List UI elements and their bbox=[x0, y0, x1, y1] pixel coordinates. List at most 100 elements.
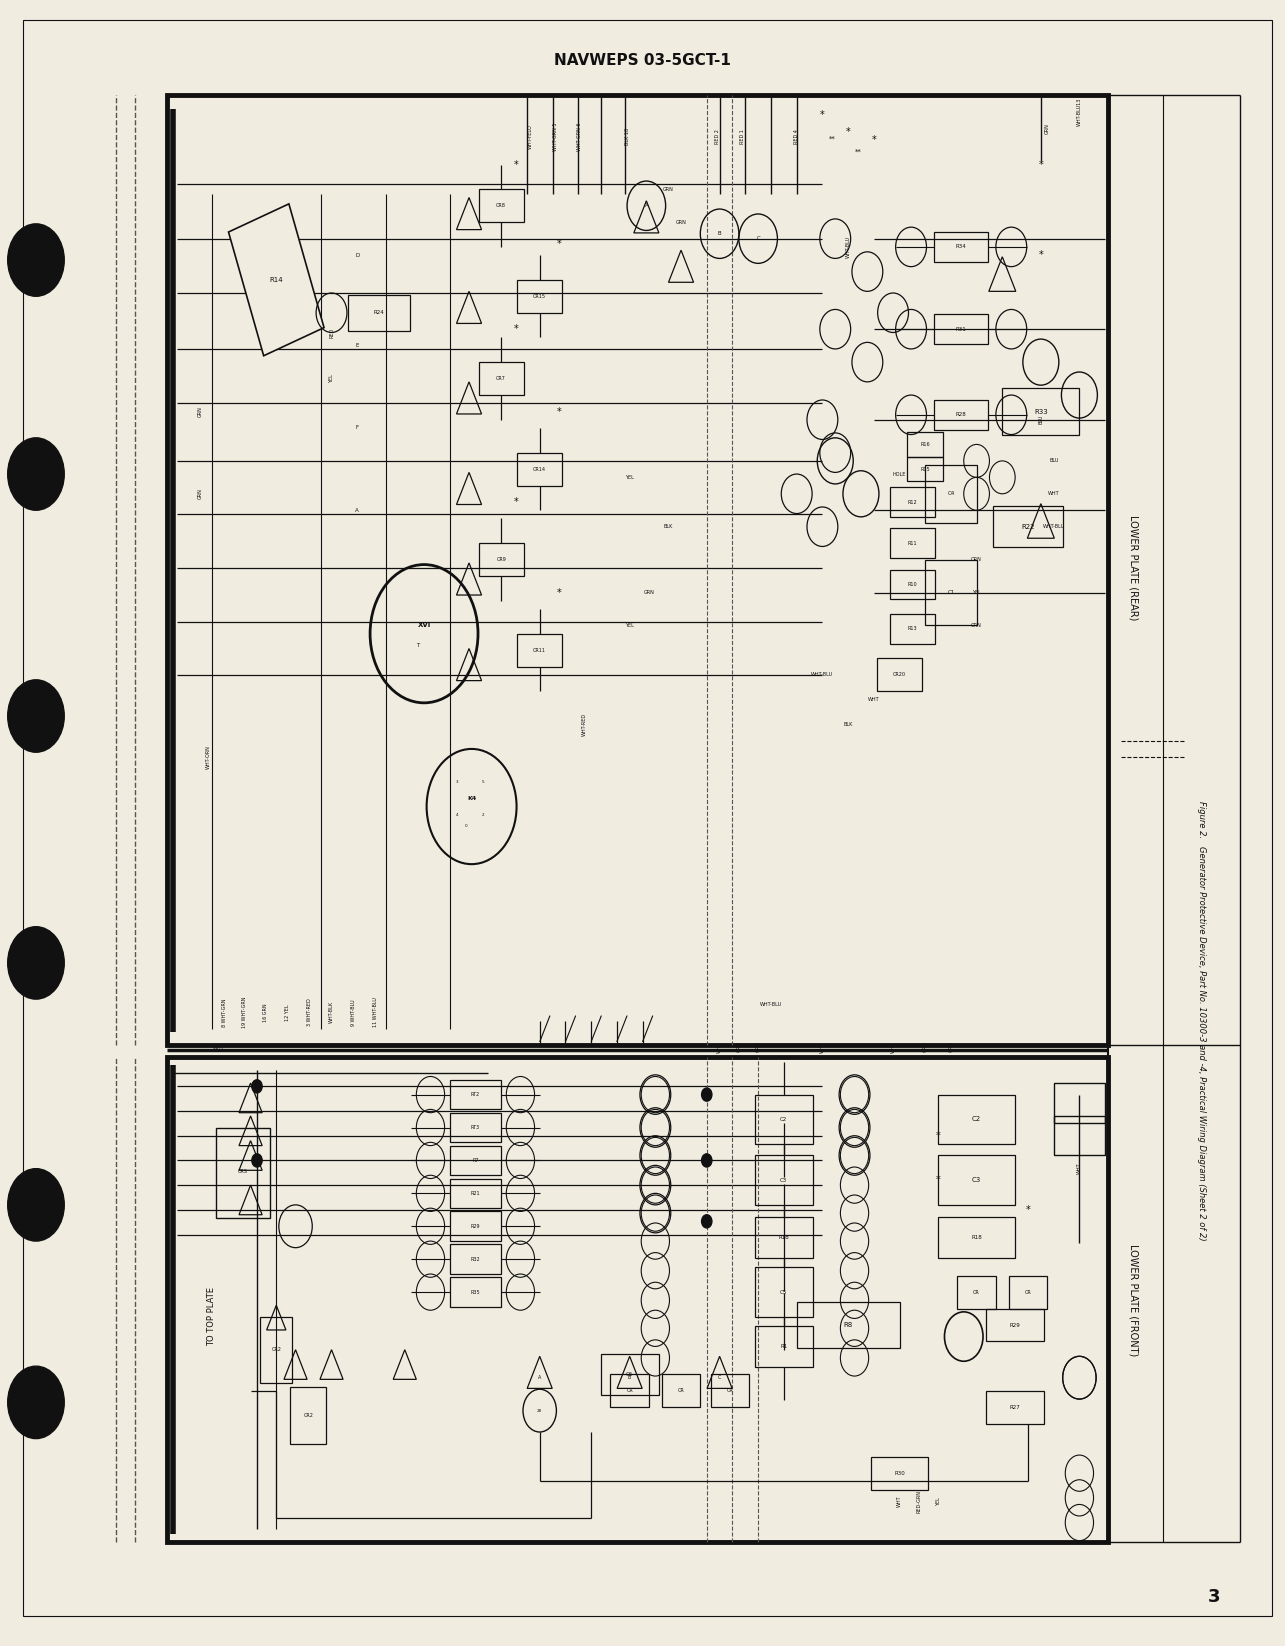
Text: F: F bbox=[356, 425, 359, 431]
Text: R32: R32 bbox=[470, 1256, 481, 1262]
Text: RED 1: RED 1 bbox=[740, 128, 745, 145]
Text: CR20: CR20 bbox=[893, 672, 906, 678]
Text: GRN: GRN bbox=[676, 219, 686, 226]
Text: 3: 3 bbox=[1208, 1588, 1221, 1605]
Text: CR8: CR8 bbox=[496, 202, 506, 209]
Bar bbox=[348, 295, 410, 331]
Text: 3: 3 bbox=[456, 780, 459, 783]
Text: CR7: CR7 bbox=[496, 375, 506, 382]
Text: CR: CR bbox=[973, 1289, 980, 1295]
Text: CR: CR bbox=[677, 1388, 685, 1394]
Text: *: * bbox=[820, 110, 825, 120]
Text: GRN: GRN bbox=[971, 622, 982, 629]
Text: R1: R1 bbox=[780, 1343, 788, 1350]
Text: GRN: GRN bbox=[923, 1042, 928, 1052]
Circle shape bbox=[702, 1154, 712, 1167]
Text: GRN: GRN bbox=[198, 407, 203, 416]
Text: CR2: CR2 bbox=[271, 1346, 281, 1353]
Text: R12: R12 bbox=[907, 499, 917, 505]
Text: *: * bbox=[556, 588, 562, 597]
Text: BLK: BLK bbox=[843, 721, 853, 728]
Text: R21: R21 bbox=[470, 1190, 481, 1197]
Bar bbox=[756, 1218, 813, 1259]
Bar bbox=[517, 634, 563, 667]
Text: GRN: GRN bbox=[736, 1042, 741, 1052]
Text: R28: R28 bbox=[956, 412, 966, 418]
Text: R10: R10 bbox=[907, 581, 917, 588]
Text: A: A bbox=[538, 1374, 541, 1381]
Text: C: C bbox=[718, 1374, 721, 1381]
Circle shape bbox=[702, 1088, 712, 1101]
Bar bbox=[229, 204, 324, 356]
Bar bbox=[934, 232, 988, 262]
Bar bbox=[938, 1155, 1015, 1205]
Bar bbox=[600, 1353, 658, 1396]
Text: WHT: WHT bbox=[891, 1040, 896, 1053]
Text: GRN: GRN bbox=[663, 186, 673, 193]
Text: XVI: XVI bbox=[418, 622, 430, 629]
Text: GRN: GRN bbox=[644, 589, 654, 596]
Text: C1: C1 bbox=[947, 589, 955, 596]
Bar bbox=[216, 1128, 270, 1218]
Text: R18: R18 bbox=[779, 1234, 789, 1241]
Bar bbox=[889, 528, 935, 558]
Bar bbox=[450, 1080, 501, 1109]
Bar bbox=[517, 453, 563, 486]
Text: WHT-YELO: WHT-YELO bbox=[528, 123, 533, 150]
Bar bbox=[871, 1457, 928, 1490]
Text: LOWER PLATE (REAR): LOWER PLATE (REAR) bbox=[1128, 515, 1139, 621]
Text: 9 WHT-BLU: 9 WHT-BLU bbox=[351, 999, 356, 1025]
Bar bbox=[993, 505, 1064, 546]
Bar bbox=[450, 1179, 501, 1208]
Text: B: B bbox=[718, 230, 721, 237]
Text: CR: CR bbox=[1024, 1289, 1032, 1295]
Text: WHT-BLU: WHT-BLU bbox=[1042, 523, 1065, 530]
Text: *: * bbox=[1038, 250, 1043, 260]
Bar bbox=[756, 1327, 813, 1366]
Text: R18: R18 bbox=[971, 1234, 982, 1241]
Text: WHT-GRN 5: WHT-GRN 5 bbox=[553, 122, 558, 151]
Text: YEL: YEL bbox=[973, 589, 980, 596]
Text: R35: R35 bbox=[470, 1289, 481, 1295]
Text: R33: R33 bbox=[1034, 408, 1047, 415]
Bar bbox=[756, 1267, 813, 1317]
Bar bbox=[711, 1374, 749, 1407]
Bar bbox=[290, 1386, 326, 1445]
Text: WHT-GRN 6: WHT-GRN 6 bbox=[577, 122, 582, 151]
Text: *: * bbox=[1038, 160, 1043, 170]
Circle shape bbox=[8, 224, 64, 296]
Text: D: D bbox=[355, 252, 360, 258]
Text: WHT: WHT bbox=[717, 1040, 722, 1053]
Text: YEL: YEL bbox=[329, 374, 334, 384]
Bar bbox=[756, 1155, 813, 1205]
Bar bbox=[925, 560, 977, 625]
Bar bbox=[517, 280, 563, 313]
Text: C6: C6 bbox=[626, 1371, 634, 1378]
Bar bbox=[934, 400, 988, 430]
Text: YEL: YEL bbox=[626, 622, 634, 629]
Text: *: * bbox=[846, 127, 851, 137]
Text: C2: C2 bbox=[780, 1116, 788, 1123]
Text: WHT-RED: WHT-RED bbox=[582, 713, 587, 736]
Text: C3: C3 bbox=[780, 1177, 788, 1183]
Text: *: * bbox=[556, 239, 562, 249]
Text: C4: C4 bbox=[947, 491, 955, 497]
Bar bbox=[260, 1317, 293, 1383]
Text: ORN: ORN bbox=[971, 556, 982, 563]
Text: GRN: GRN bbox=[1045, 123, 1050, 133]
Text: RED: RED bbox=[329, 328, 334, 337]
Bar bbox=[479, 362, 524, 395]
Text: CR14: CR14 bbox=[533, 466, 546, 472]
Text: WHT: WHT bbox=[1047, 491, 1060, 497]
Text: RED 2: RED 2 bbox=[714, 128, 720, 145]
Text: 5: 5 bbox=[482, 780, 484, 783]
Text: 4: 4 bbox=[456, 813, 459, 816]
Bar bbox=[450, 1244, 501, 1274]
Text: R15: R15 bbox=[920, 466, 930, 472]
Text: RED-GRN: RED-GRN bbox=[916, 1490, 921, 1513]
Text: YEL: YEL bbox=[626, 474, 634, 481]
Circle shape bbox=[8, 927, 64, 999]
Text: *: * bbox=[935, 1131, 941, 1141]
Bar bbox=[889, 570, 935, 599]
Bar bbox=[450, 1211, 501, 1241]
